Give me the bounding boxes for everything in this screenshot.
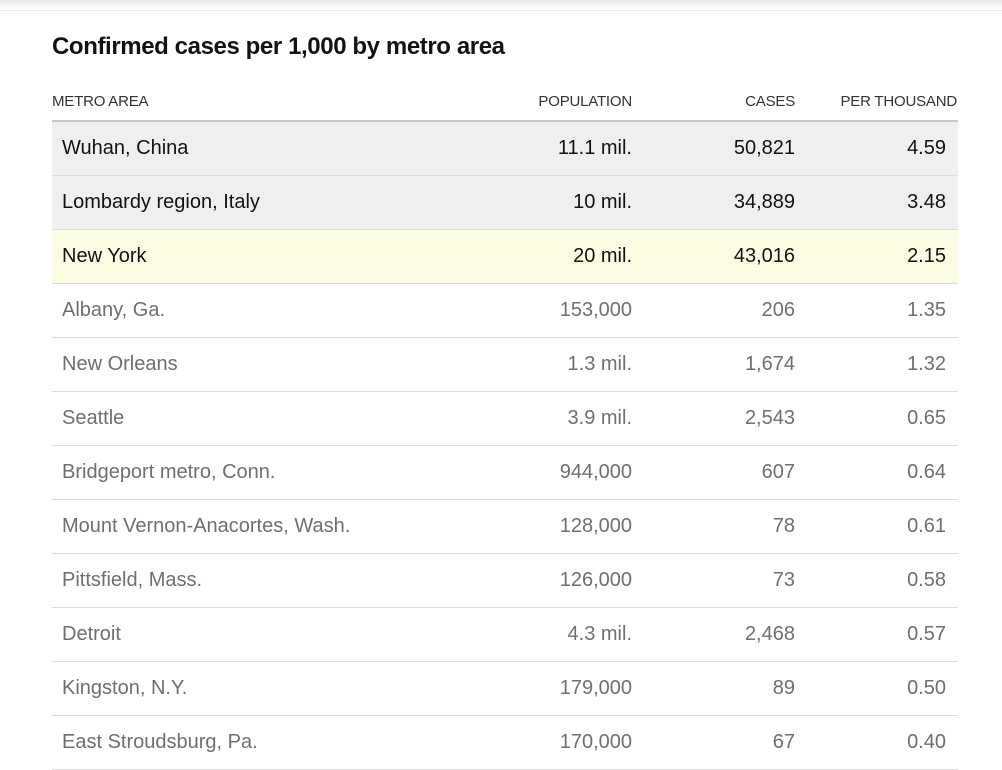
column-header-per-thousand: PER THOUSAND [795,82,958,122]
population-cell: 1.3 mil. [512,337,632,392]
population-cell: 170,000 [512,715,632,770]
per-thousand-cell: 0.65 [795,391,958,446]
per-thousand-cell: 1.35 [795,283,958,338]
table-row: Kingston, N.Y. 179,000 89 0.50 [52,661,958,716]
table-row: East Stroudsburg, Pa. 170,000 67 0.40 [52,715,958,770]
cases-cell: 206 [632,283,795,338]
population-cell: 4.3 mil. [512,607,632,662]
metro-area-cell: New York [52,229,512,284]
table-row: Lombardy region, Italy 10 mil. 34,889 3.48 [52,175,958,230]
cases-cell: 2,468 [632,607,795,662]
per-thousand-cell: 2.15 [795,229,958,284]
cases-cell: 67 [632,715,795,770]
population-cell: 20 mil. [512,229,632,284]
cases-cell: 607 [632,445,795,500]
chart-title: Confirmed cases per 1,000 by metro area [52,33,505,60]
population-cell: 179,000 [512,661,632,716]
per-thousand-cell: 1.32 [795,337,958,392]
column-header-population: POPULATION [512,82,632,122]
per-thousand-cell: 0.40 [795,715,958,770]
metro-area-cell: New Orleans [52,337,512,392]
table-row: Bridgeport metro, Conn. 944,000 607 0.64 [52,445,958,500]
per-thousand-cell: 4.59 [795,121,958,176]
population-cell: 11.1 mil. [512,121,632,176]
per-thousand-cell: 0.58 [795,553,958,608]
per-thousand-cell: 0.61 [795,499,958,554]
metro-area-cell: Albany, Ga. [52,283,512,338]
metro-area-cell: East Stroudsburg, Pa. [52,715,512,770]
table-row: Detroit 4.3 mil. 2,468 0.57 [52,607,958,662]
population-cell: 10 mil. [512,175,632,230]
metro-area-cell: Kingston, N.Y. [52,661,512,716]
table-header-row: METRO AREA POPULATION CASES PER THOUSAND [52,82,958,122]
cases-cell: 2,543 [632,391,795,446]
population-cell: 153,000 [512,283,632,338]
cases-cell: 73 [632,553,795,608]
cases-cell: 78 [632,499,795,554]
cases-cell: 89 [632,661,795,716]
per-thousand-cell: 0.50 [795,661,958,716]
per-thousand-cell: 3.48 [795,175,958,230]
per-thousand-cell: 0.57 [795,607,958,662]
population-cell: 944,000 [512,445,632,500]
table-body: Wuhan, China 11.1 mil. 50,821 4.59 Lombardy … [52,121,958,770]
column-header-cases: CASES [632,82,795,122]
per-thousand-cell: 0.64 [795,445,958,500]
population-cell: 3.9 mil. [512,391,632,446]
metro-area-cell: Bridgeport metro, Conn. [52,445,512,500]
table-row: Albany, Ga. 153,000 206 1.35 [52,283,958,338]
metro-area-cell: Lombardy region, Italy [52,175,512,230]
metro-area-cell: Seattle [52,391,512,446]
metro-area-cell: Detroit [52,607,512,662]
population-cell: 128,000 [512,499,632,554]
metro-area-cell: Mount Vernon-Anacortes, Wash. [52,499,512,554]
top-header-shadow [0,0,1002,11]
metro-area-cell: Wuhan, China [52,121,512,176]
table-row: New York 20 mil. 43,016 2.15 [52,229,958,284]
column-header-metro-area: METRO AREA [52,82,512,122]
cases-cell: 43,016 [632,229,795,284]
metro-area-cell: Pittsfield, Mass. [52,553,512,608]
cases-cell: 34,889 [632,175,795,230]
chart-container: Confirmed cases per 1,000 by metro area … [52,30,958,770]
table-row: Seattle 3.9 mil. 2,543 0.65 [52,391,958,446]
table-row: Pittsfield, Mass. 126,000 73 0.58 [52,553,958,608]
table-row: Wuhan, China 11.1 mil. 50,821 4.59 [52,121,958,176]
table-row: New Orleans 1.3 mil. 1,674 1.32 [52,337,958,392]
metro-cases-table: METRO AREA POPULATION CASES PER THOUSAND… [52,82,958,770]
table-row: Mount Vernon-Anacortes, Wash. 128,000 78 0.… [52,499,958,554]
cases-cell: 1,674 [632,337,795,392]
population-cell: 126,000 [512,553,632,608]
cases-cell: 50,821 [632,121,795,176]
